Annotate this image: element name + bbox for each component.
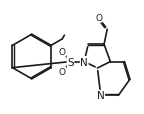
Text: O: O: [59, 48, 66, 56]
Text: S: S: [67, 57, 74, 67]
Text: N: N: [80, 57, 88, 67]
Text: O: O: [59, 67, 66, 76]
Text: O: O: [95, 14, 102, 23]
Text: N: N: [97, 91, 105, 100]
